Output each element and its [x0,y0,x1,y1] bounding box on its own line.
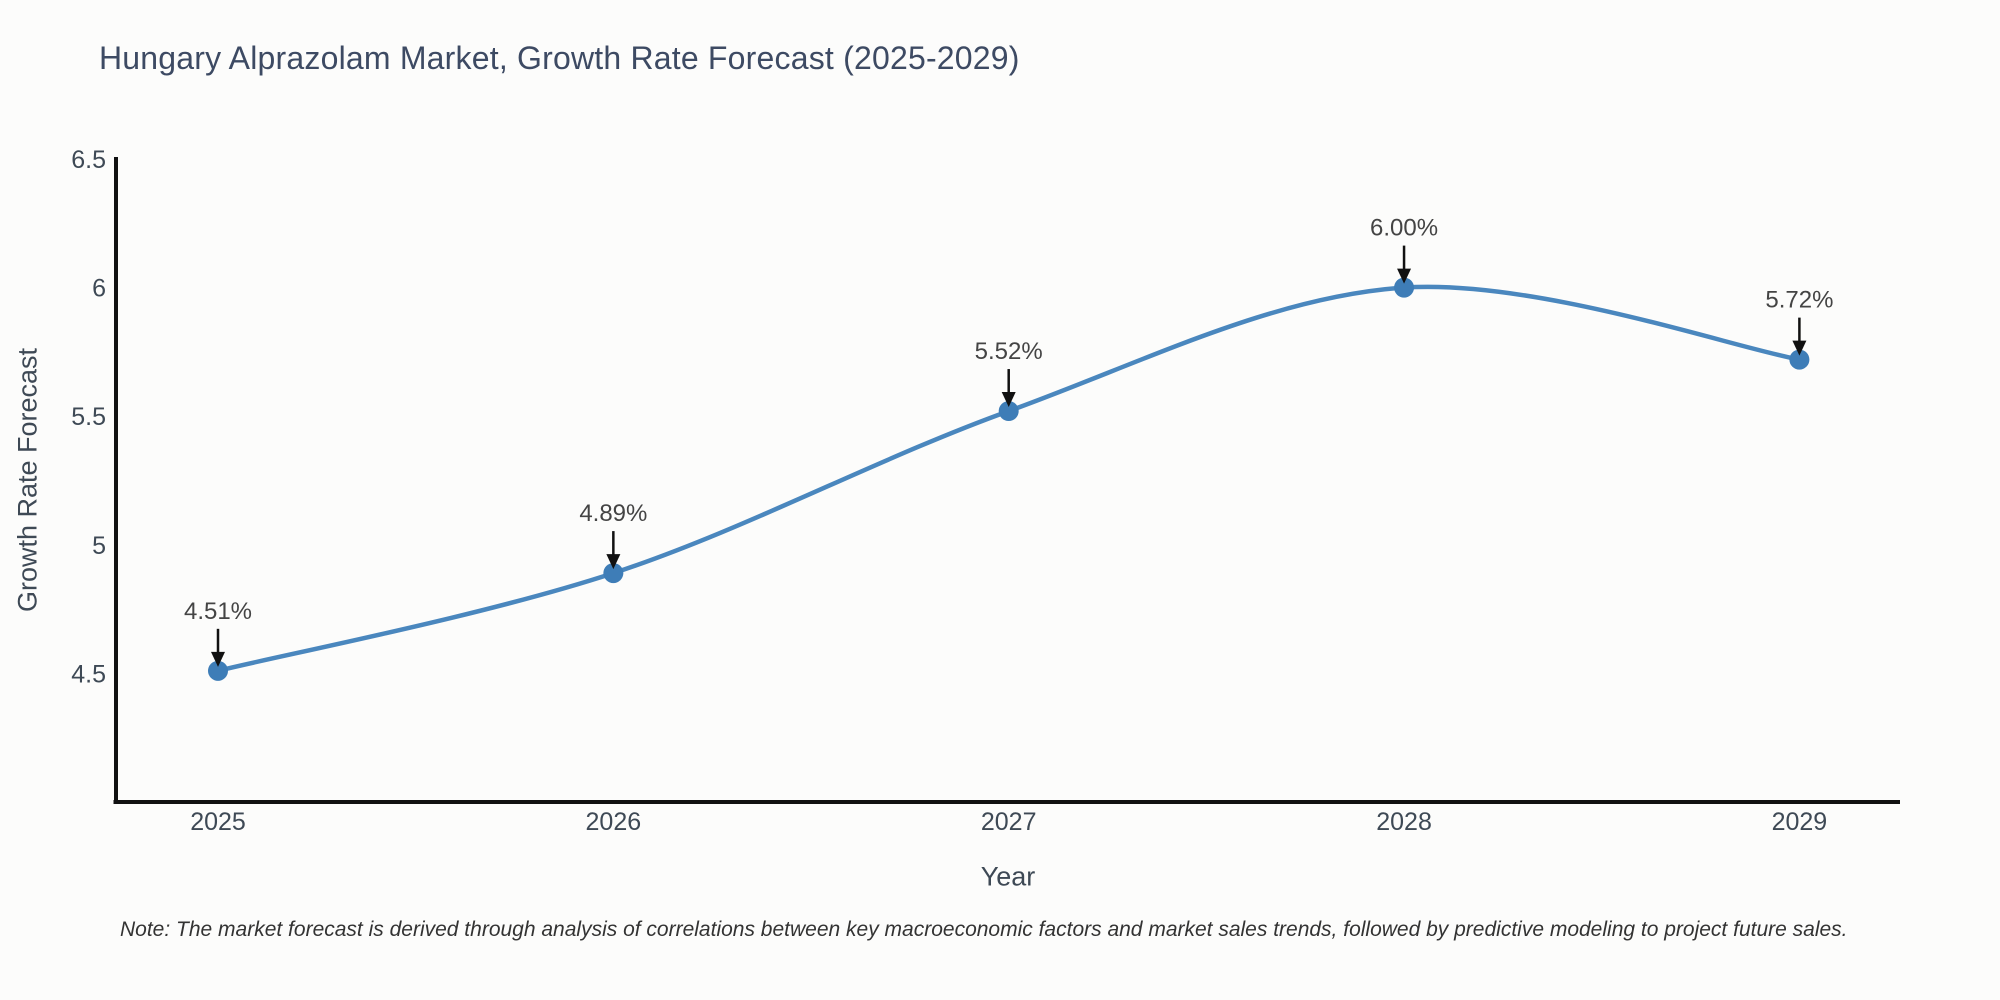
footnote: Note: The market forecast is derived thr… [120,918,1848,941]
annotation-arrow-head [1792,340,1807,356]
chart-title: Hungary Alprazolam Market, Growth Rate F… [99,40,1020,76]
x-tick-label: 2028 [1376,808,1432,836]
y-tick-label: 4.5 [71,660,106,688]
y-tick-label: 6 [92,275,106,303]
x-tick-label: 2029 [1772,808,1828,836]
annotation-arrow-head [1397,268,1412,284]
data-point-label: 4.51% [184,598,252,625]
y-tick-label: 6.5 [71,146,106,174]
x-tick-label: 2026 [586,808,642,836]
x-tick-label: 2025 [190,808,246,836]
data-point-label: 5.72% [1765,287,1833,314]
data-point-label: 6.00% [1370,215,1438,242]
x-tick-label: 2027 [981,808,1037,836]
data-point-marker [603,563,624,584]
data-point-label: 4.89% [579,500,647,527]
x-axis-title: Year [980,861,1036,892]
y-tick-label: 5 [92,532,106,560]
data-point-label: 5.52% [975,338,1043,365]
data-point-marker [998,401,1019,422]
data-point-marker [1394,277,1415,298]
data-point-marker [1789,349,1810,370]
annotation-arrow-head [606,554,621,570]
data-point-marker [208,660,228,681]
annotation-arrow-head [211,651,225,667]
y-tick-label: 5.5 [71,403,106,431]
annotation-arrow-head [1001,392,1016,408]
